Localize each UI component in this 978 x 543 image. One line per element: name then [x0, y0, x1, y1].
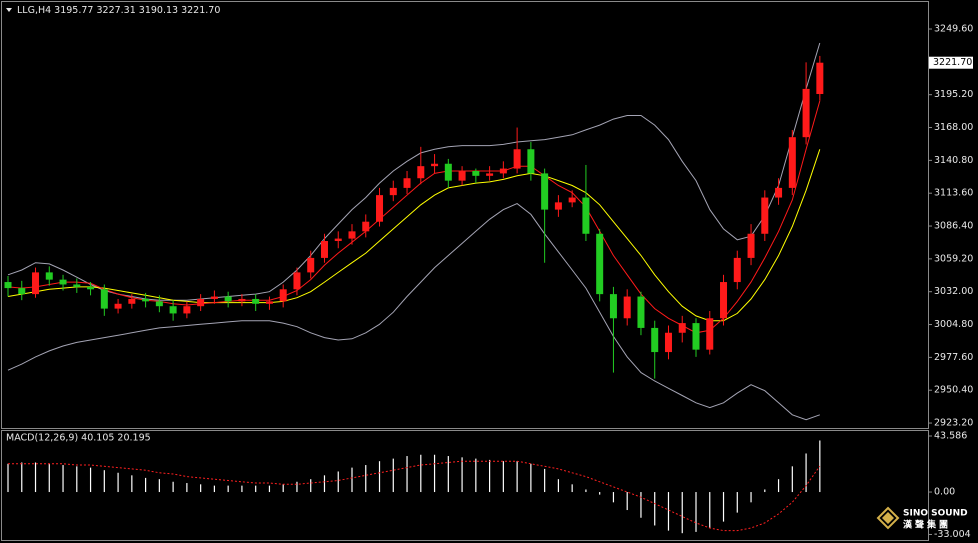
y-tick-label: 3004.80: [934, 319, 973, 330]
candle-body: [4, 282, 12, 289]
candle-body: [59, 279, 67, 285]
candle-body: [73, 284, 81, 287]
macd-panel-frame: [1, 430, 929, 541]
y-tick-label: 3168.00: [934, 122, 973, 133]
indicator-line: [7, 203, 820, 421]
candle-body: [389, 187, 397, 196]
candle-body: [541, 173, 549, 210]
candle-body: [183, 306, 191, 314]
y-tick-label: 3059.20: [934, 253, 973, 264]
candle-body: [472, 170, 480, 176]
candle-body: [596, 233, 604, 295]
candle-body: [155, 301, 163, 307]
logo-text-zh: 漢聲集團: [903, 519, 951, 531]
candle-body: [692, 323, 700, 350]
logo: SINO SOUND 漢聲集團: [876, 506, 968, 531]
candle-body: [320, 241, 328, 258]
candle-body: [142, 298, 150, 302]
candle-body: [568, 197, 576, 203]
y-tick-label: 3113.60: [934, 188, 973, 199]
candle-body: [678, 323, 686, 333]
signal-line: [8, 460, 821, 532]
price-marker-box: [929, 56, 973, 69]
candle-body: [114, 303, 122, 309]
candle-body: [252, 298, 260, 304]
logo-mark: [876, 506, 900, 530]
candle-body: [100, 289, 108, 309]
candle-body: [403, 178, 411, 188]
chart-header: LLG,H4 3195.77 3227.31 3190.13 3221.70: [17, 5, 220, 16]
candle-body: [747, 233, 755, 258]
candle-body: [637, 296, 645, 328]
logo-mark-inner: [882, 512, 894, 524]
candle-body: [224, 296, 232, 302]
y-tick-label: 3195.20: [934, 89, 973, 100]
candle-body: [197, 298, 205, 307]
candle-body: [802, 88, 810, 138]
candle-body: [45, 272, 53, 280]
candle-body: [720, 282, 728, 319]
y-tick-label: 3140.80: [934, 155, 973, 166]
candle-body: [444, 163, 452, 181]
candle-body: [279, 289, 287, 302]
candle-body: [499, 168, 507, 174]
y-tick-label: 3032.00: [934, 286, 973, 297]
candle-body: [128, 298, 136, 304]
candle-body: [706, 318, 714, 350]
y-tick-label: -33.004: [934, 529, 971, 540]
candle-body: [513, 149, 521, 169]
candle-body: [307, 257, 315, 273]
logo-text: SINO SOUND: [903, 509, 968, 519]
candle-body: [609, 294, 617, 319]
y-tick-label: 2923.20: [934, 418, 973, 429]
candle-body: [527, 149, 535, 174]
candle-body: [651, 327, 659, 353]
candle-body: [554, 202, 562, 210]
candle-body: [210, 296, 218, 299]
candle-body: [293, 272, 301, 290]
candle-body: [458, 170, 466, 181]
indicator-line: [7, 149, 821, 322]
y-tick-label: 0.00: [934, 487, 955, 498]
macd-title: MACD(12,26,9) 40.105 20.195: [6, 433, 151, 444]
candle-body: [265, 301, 273, 304]
y-tick-label: 2950.40: [934, 385, 973, 396]
indicator-line: [7, 42, 821, 301]
candle-body: [238, 298, 246, 302]
candle-body: [664, 332, 672, 353]
candle-body: [582, 197, 590, 234]
candle-body: [623, 296, 631, 319]
price-panel-frame: [1, 1, 929, 429]
candle-body: [733, 257, 741, 283]
y-tick-label: 2977.60: [934, 352, 973, 363]
y-tick-label: 3086.40: [934, 221, 973, 232]
candle-body: [87, 286, 95, 290]
candle-body: [417, 166, 425, 179]
candle-body: [486, 173, 494, 176]
candle-body: [18, 288, 26, 295]
y-tick-label: 3249.60: [934, 24, 973, 35]
candle-body: [775, 187, 783, 198]
candle-body: [362, 221, 370, 232]
candle-body: [334, 238, 342, 242]
candle-body: [169, 306, 177, 314]
candle-body: [376, 195, 384, 222]
candle-body: [431, 163, 439, 167]
candle-body: [348, 231, 356, 239]
price-marker-label: 3221.70: [933, 57, 972, 68]
menu-triangle[interactable]: [6, 8, 12, 12]
candle-body: [816, 62, 824, 95]
candle-body: [761, 197, 769, 234]
candle-body: [788, 137, 796, 188]
candle-body: [32, 272, 40, 295]
y-tick-label: 43.586: [934, 431, 967, 442]
